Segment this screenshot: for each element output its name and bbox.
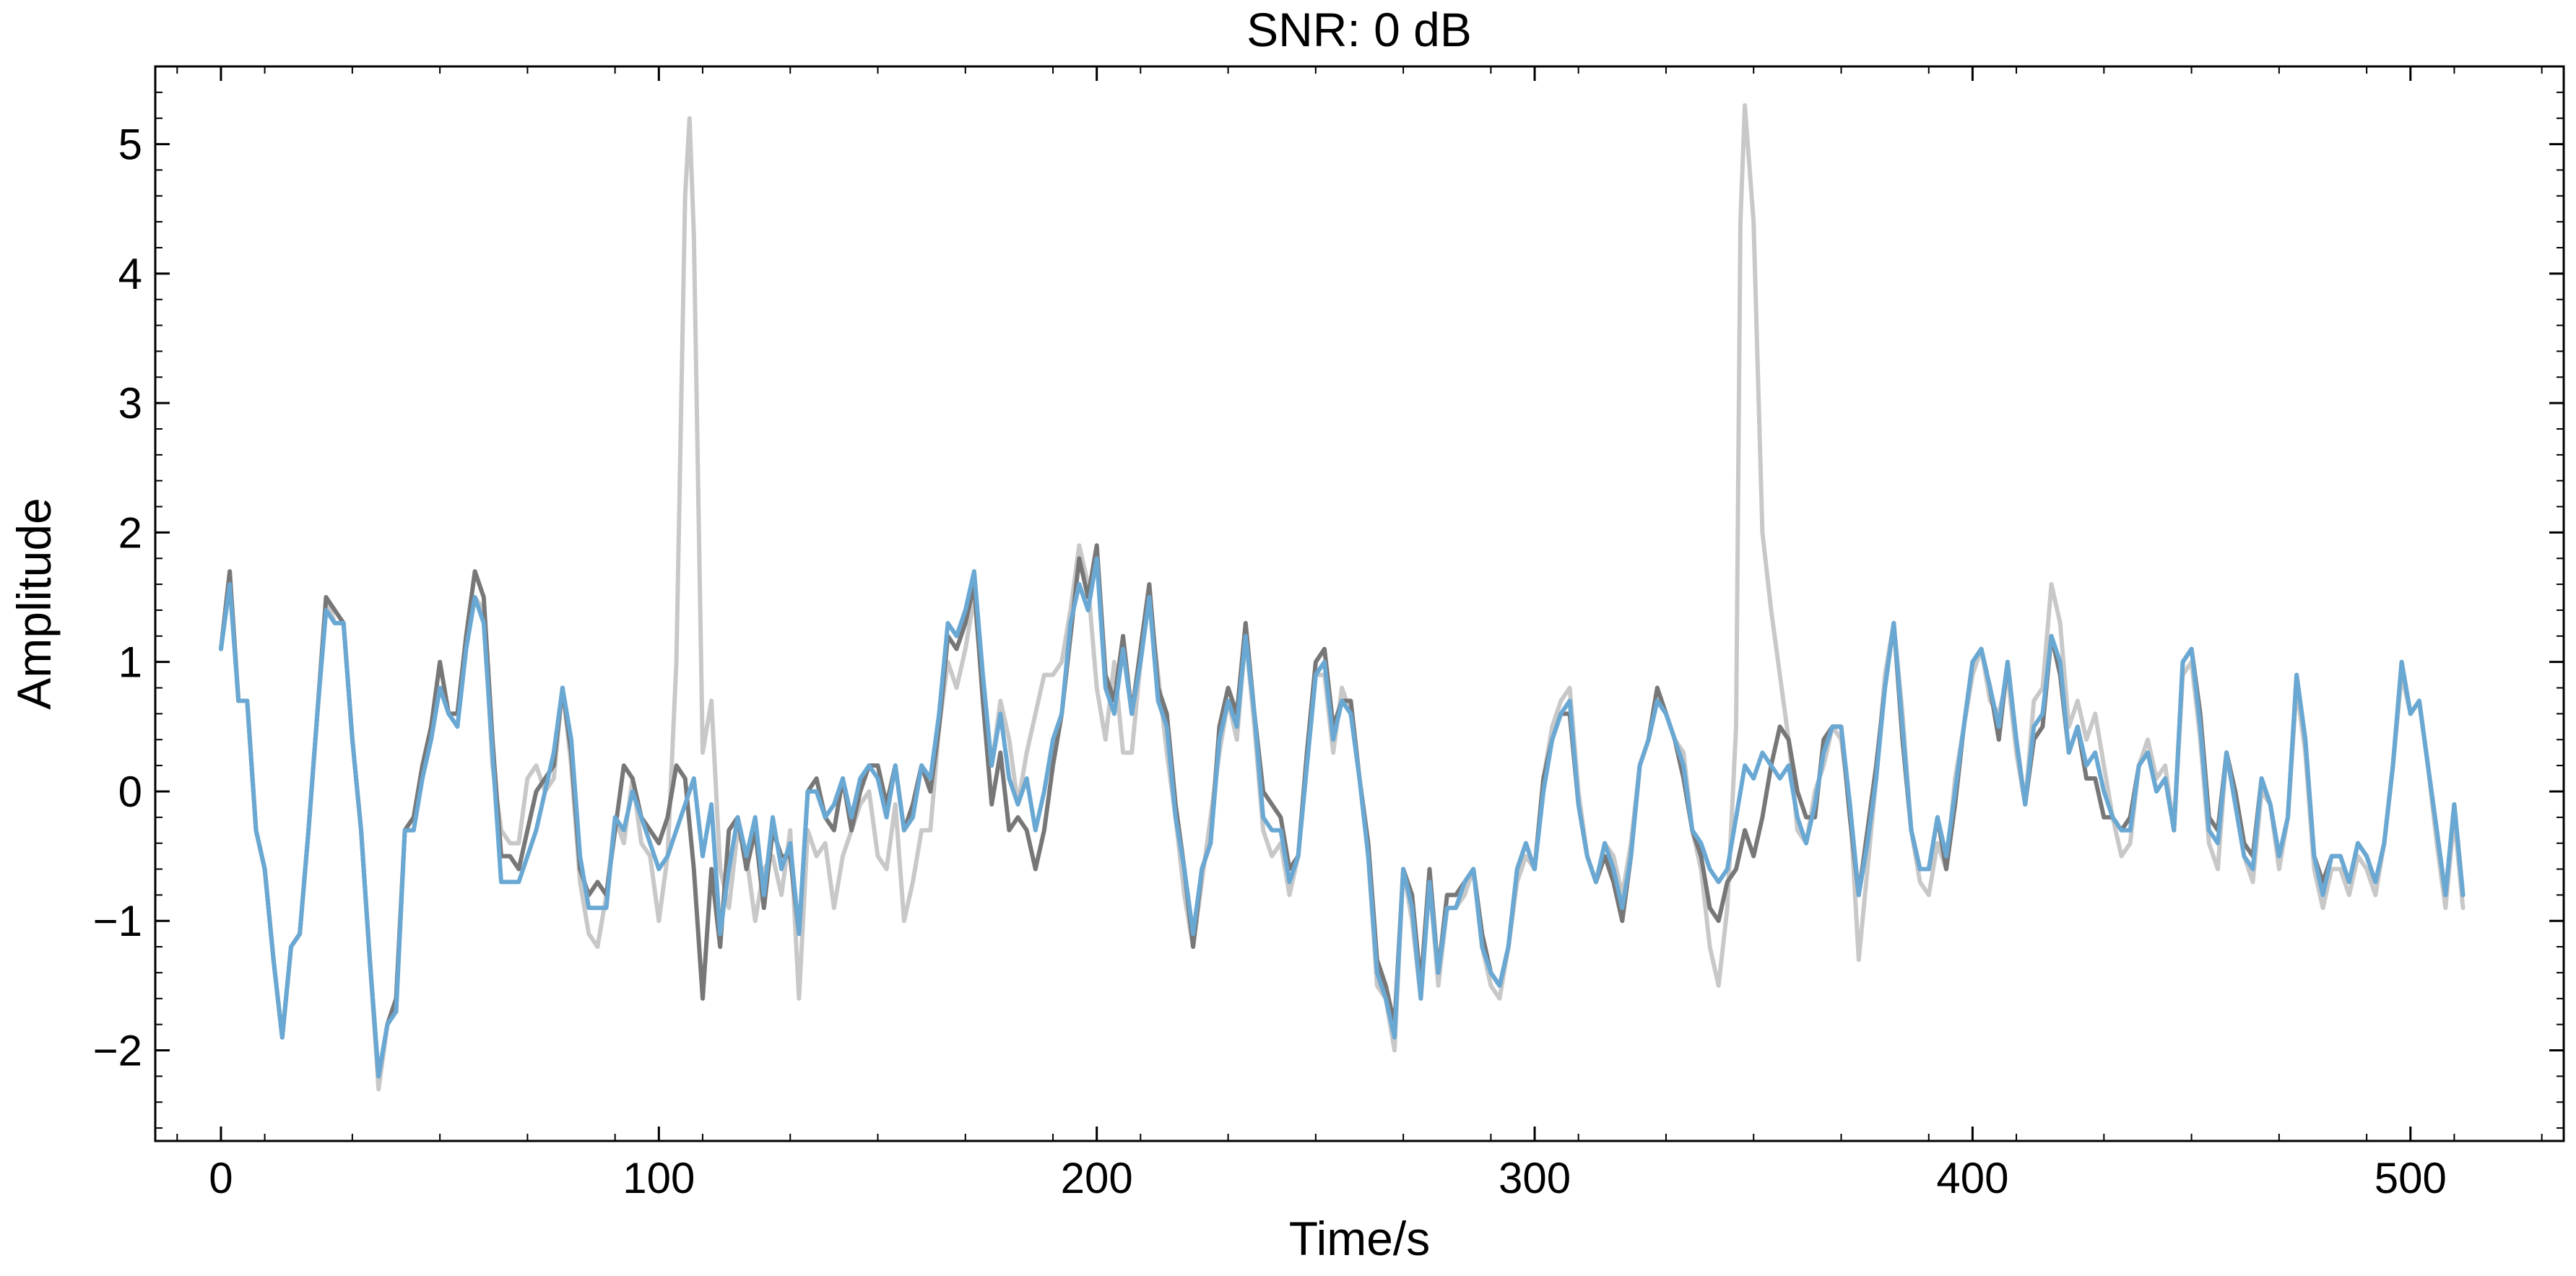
y-tick-label: 0 [118,768,142,816]
series-layer [219,103,2466,1092]
chart-title: SNR: 0 dB [1246,3,1472,56]
ticks-layer: 0 100 200 300 400 500 −2 −1 0 1 2 3 4 5 [93,66,2564,1202]
x-tick-label: 400 [1936,1154,2008,1202]
x-axis-label: Time/s [1289,1212,1431,1265]
y-tick-label: −2 [93,1027,142,1075]
x-tick-label: 500 [2375,1154,2447,1202]
series-line-1 [219,103,2466,1092]
y-tick-label: 5 [118,121,142,169]
y-tick-label: 1 [118,638,142,687]
y-tick-label: −1 [93,897,142,945]
series-line-3 [219,556,2466,1079]
x-tick-label: 0 [209,1154,233,1202]
y-tick-label: 3 [118,379,142,427]
x-tick-label: 100 [623,1154,695,1202]
x-tick-label: 200 [1061,1154,1133,1202]
y-tick-label: 4 [118,250,142,298]
x-tick-label: 300 [1499,1154,1571,1202]
y-tick-label: 2 [118,508,142,557]
y-axis-label: Amplitude [7,498,61,710]
plot-frame [154,65,2565,1142]
